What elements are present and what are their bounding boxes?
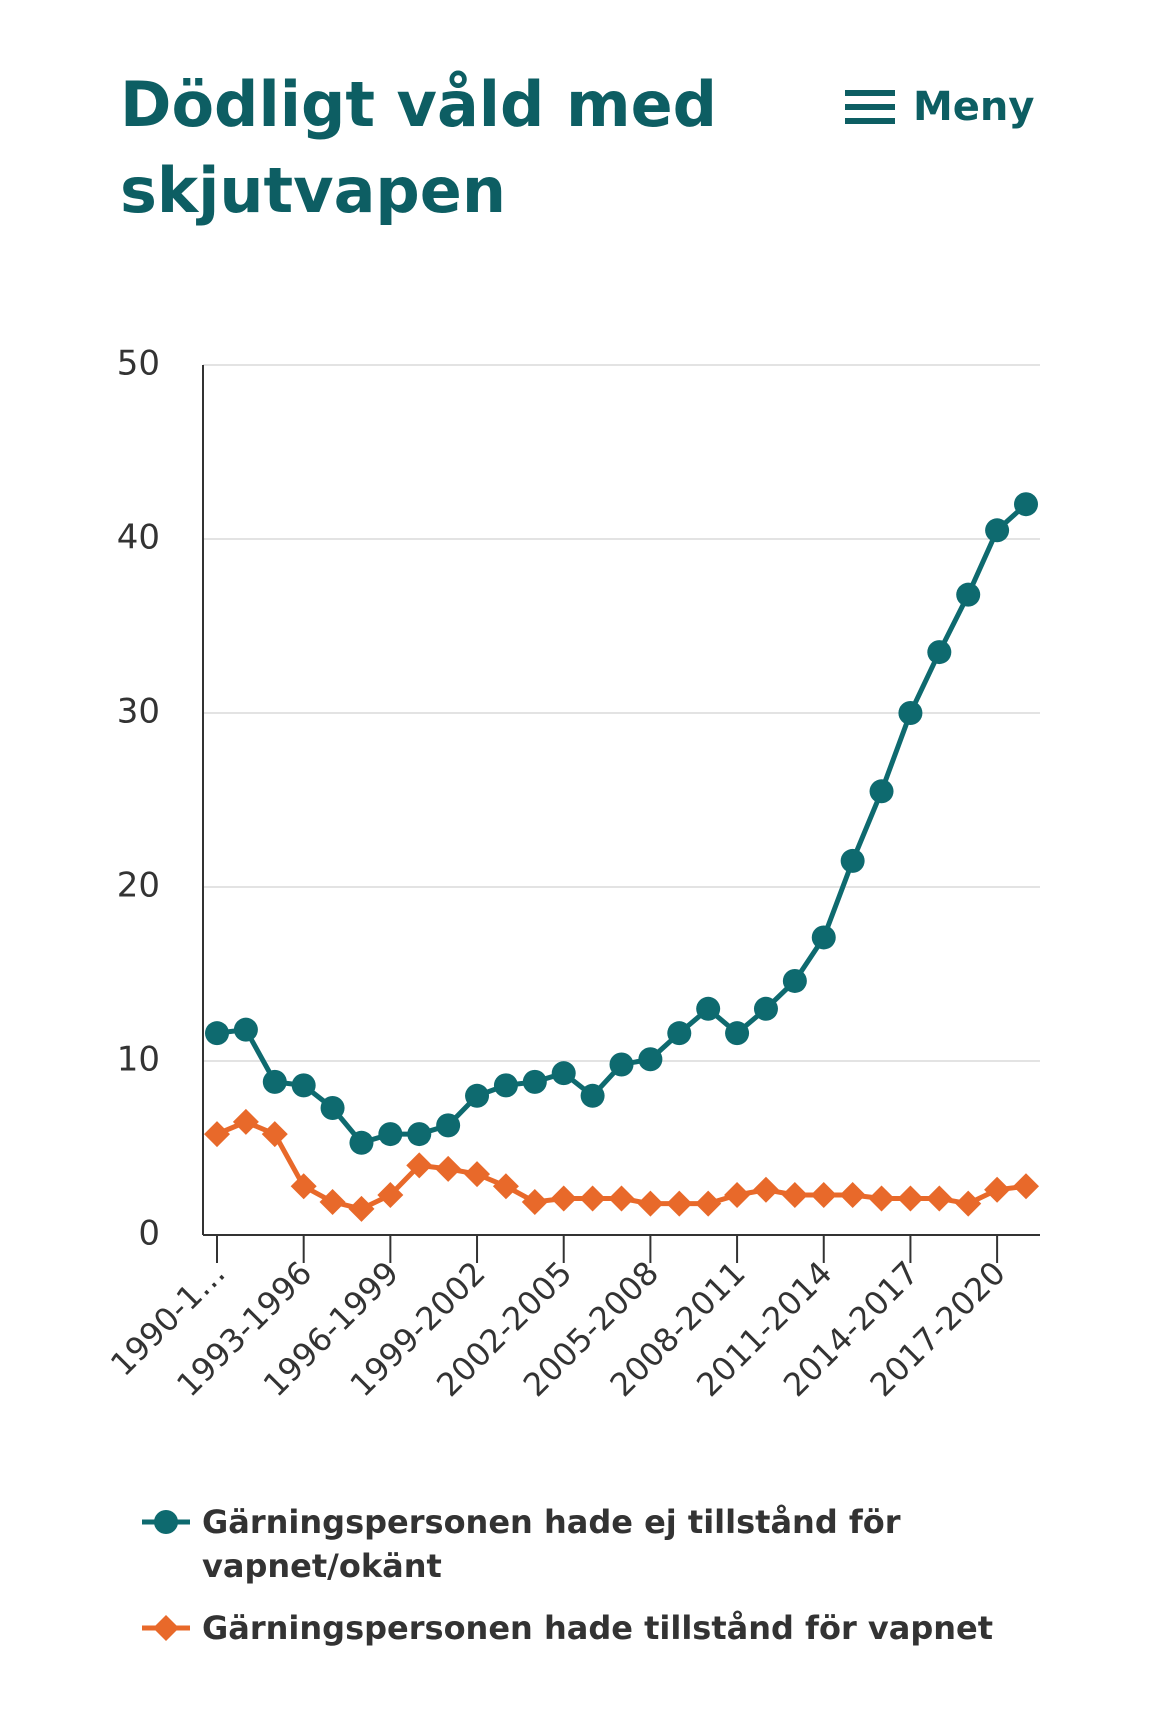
point (436, 1113, 461, 1138)
point (291, 1073, 316, 1098)
point (551, 1061, 576, 1086)
point (348, 1195, 375, 1222)
point (290, 1173, 317, 1200)
point (752, 1176, 779, 1203)
point (811, 925, 836, 950)
y-tick-label: 30 (117, 692, 160, 732)
chart: 010203040501990-1…1993-19961996-19991999… (103, 344, 1040, 1404)
point (898, 701, 923, 725)
point (667, 1021, 692, 1046)
point (955, 1190, 982, 1217)
point (492, 1173, 519, 1200)
point (154, 1510, 178, 1534)
y-tick-label: 50 (117, 344, 160, 384)
point (1014, 492, 1038, 517)
legend-swatch (142, 1510, 190, 1534)
point (493, 1073, 518, 1098)
legend-item: Gärningspersonen hade tillstånd för vapn… (140, 1606, 1040, 1650)
point (810, 1181, 837, 1208)
point (262, 1069, 287, 1094)
point (869, 779, 894, 804)
point (232, 1108, 259, 1135)
point (233, 1017, 258, 1042)
point (781, 1181, 808, 1208)
legend-swatch (142, 1615, 190, 1641)
y-tick-label: 0 (138, 1214, 160, 1254)
legend-label: Gärningspersonen hade ej tillstånd för v… (202, 1503, 901, 1585)
point (204, 1121, 230, 1148)
y-tick-label: 20 (117, 866, 160, 906)
point (696, 996, 721, 1021)
point (261, 1121, 288, 1148)
menu-button[interactable]: Meny (845, 84, 1034, 130)
point (464, 1161, 491, 1188)
point (406, 1152, 433, 1179)
point (782, 968, 807, 993)
point (319, 1188, 346, 1215)
menu-icon (845, 90, 895, 124)
point (868, 1185, 895, 1212)
menu-label: Meny (913, 84, 1035, 130)
point (608, 1185, 635, 1212)
series-line (216, 502, 1028, 1146)
point (985, 518, 1010, 543)
point (435, 1155, 462, 1182)
page-title: Dödligt våld med skjutvapen (120, 68, 718, 227)
point (407, 1122, 432, 1147)
point (465, 1083, 490, 1108)
point (1013, 1173, 1039, 1200)
point (377, 1181, 404, 1208)
point (695, 1190, 722, 1217)
point (205, 1021, 229, 1046)
point (550, 1185, 577, 1212)
point (897, 1185, 924, 1212)
point (926, 1185, 953, 1212)
point (579, 1185, 606, 1212)
legend-item: Gärningspersonen hade ej tillstånd för v… (140, 1500, 1040, 1588)
legend-label: Gärningspersonen hade tillstånd för vapn… (202, 1609, 994, 1647)
point (378, 1122, 403, 1147)
point (522, 1069, 547, 1094)
point (840, 848, 865, 873)
point (839, 1181, 866, 1208)
point (956, 582, 981, 607)
point (153, 1615, 179, 1641)
point (638, 1047, 663, 1072)
point (521, 1188, 548, 1215)
point (725, 1021, 750, 1046)
point (927, 640, 952, 665)
point (637, 1190, 664, 1217)
point (984, 1176, 1011, 1203)
y-tick-label: 40 (117, 518, 160, 558)
point (349, 1130, 374, 1155)
point (724, 1181, 751, 1208)
legend: Gärningspersonen hade ej tillstånd för v… (140, 1500, 1040, 1668)
point (666, 1190, 693, 1217)
point (320, 1095, 345, 1120)
point (580, 1083, 605, 1108)
y-tick-label: 10 (117, 1040, 160, 1080)
point (609, 1052, 634, 1077)
point (753, 996, 778, 1021)
